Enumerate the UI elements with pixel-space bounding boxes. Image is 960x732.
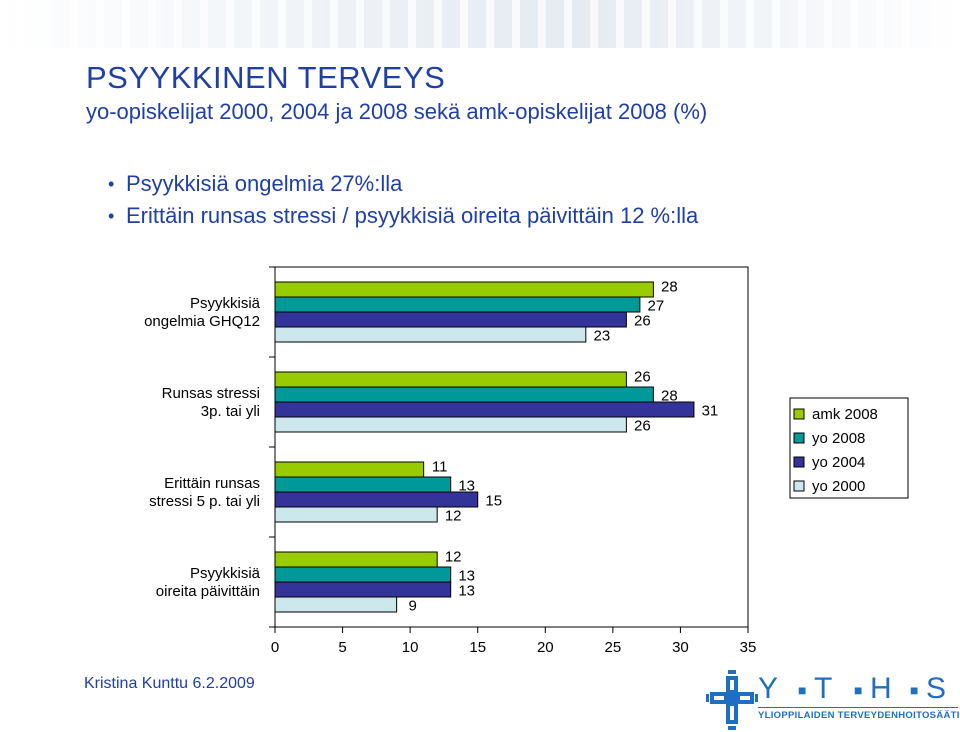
- bar: [274, 416, 627, 433]
- bullet-item: • Psyykkisiä ongelmia 27%:lla: [108, 168, 698, 200]
- bullet-icon: •: [108, 206, 115, 226]
- x-tick-label: 10: [402, 639, 419, 656]
- data-label: 11: [432, 459, 448, 476]
- x-tick-label: 15: [469, 639, 486, 656]
- legend-label: yo 2000: [812, 478, 865, 495]
- data-label: 26: [634, 418, 651, 435]
- data-label: 9: [408, 598, 416, 615]
- category-label: ongelmia GHQ12: [144, 313, 260, 330]
- bullet-list: • Psyykkisiä ongelmia 27%:lla • Erittäin r…: [108, 168, 698, 232]
- data-label: 23: [593, 328, 610, 345]
- data-label: 13: [458, 568, 475, 585]
- data-label: 28: [661, 279, 678, 296]
- category-label: stressi 5 p. tai yli: [149, 493, 260, 510]
- x-tick-label: 35: [740, 639, 757, 656]
- category-label: Psyykkisiä: [190, 295, 261, 312]
- bar: [274, 386, 654, 403]
- data-label: 27: [648, 298, 665, 315]
- page-title: PSYYKKINEN TERVEYS: [86, 60, 446, 95]
- logo-wordmark: Y ■ T ■ H ■ S: [758, 672, 947, 705]
- bar: [274, 281, 654, 298]
- logo-emblem-icon: [706, 670, 758, 730]
- x-tick-label: 20: [537, 639, 554, 656]
- yths-logo: Y ■ T ■ H ■ S YLIOPPILAIDEN TERVEYDENHOITOSÄÄT…: [700, 670, 960, 732]
- data-label: 12: [445, 549, 462, 566]
- legend-swatch: [793, 456, 805, 468]
- legend-box: [789, 397, 909, 499]
- logo-divider: [758, 707, 958, 708]
- x-tick-label: 5: [338, 639, 346, 656]
- bullet-item: • Erittäin runsas stressi / psyykkisiä oi…: [108, 200, 698, 232]
- header-decoration: [0, 0, 960, 48]
- bar: [274, 581, 452, 598]
- data-label: 15: [485, 493, 502, 510]
- category-label: Psyykkisiä: [190, 565, 261, 582]
- bar: [274, 476, 452, 493]
- category-label: oireita päivittäin: [156, 583, 260, 600]
- legend-swatch: [793, 480, 805, 492]
- bar: [274, 551, 438, 568]
- legend-label: amk 2008: [812, 406, 878, 423]
- category-label: Erittäin runsas: [164, 475, 260, 492]
- data-label: 31: [702, 403, 719, 420]
- legend-swatch: [793, 408, 805, 420]
- bar: [274, 401, 695, 418]
- data-label: 26: [634, 369, 651, 386]
- bar: [274, 566, 452, 583]
- legend-label: yo 2008: [812, 430, 865, 447]
- x-tick-label: 30: [672, 639, 689, 656]
- bar: [274, 311, 627, 328]
- bar: [274, 461, 425, 478]
- bar: [274, 371, 627, 388]
- data-label: 12: [445, 508, 462, 525]
- x-tick-label: 25: [605, 639, 622, 656]
- data-label: 13: [458, 478, 475, 495]
- data-label: 26: [634, 313, 651, 330]
- data-label: 28: [661, 388, 678, 405]
- category-label: Runsas stressi: [162, 385, 260, 402]
- bar: [274, 326, 587, 343]
- page-subtitle: yo-opiskelijat 2000, 2004 ja 2008 sekä a…: [86, 99, 708, 124]
- author-date: Kristina Kunttu 6.2.2009: [84, 675, 255, 692]
- category-label: 3p. tai yli: [201, 403, 260, 420]
- x-tick-label: 0: [271, 639, 279, 656]
- bar: [274, 491, 479, 508]
- legend-swatch: [793, 432, 805, 444]
- data-label: 13: [458, 583, 475, 600]
- legend-label: yo 2004: [812, 454, 865, 471]
- bar: [274, 596, 398, 613]
- bar: [274, 506, 438, 523]
- logo-tagline: YLIOPPILAIDEN TERVEYDENHOITOSÄÄTIÖ: [758, 710, 960, 721]
- bullet-icon: •: [108, 174, 115, 194]
- bar: [274, 296, 641, 313]
